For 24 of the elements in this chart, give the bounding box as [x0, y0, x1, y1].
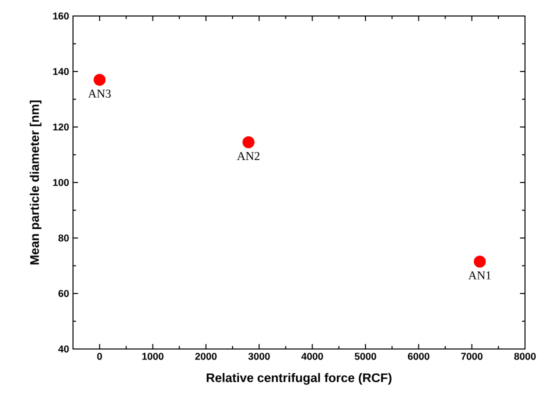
annotation: AN3	[88, 90, 111, 98]
x-tick-label: 5000	[354, 352, 376, 360]
x-tick-label: 0	[97, 352, 102, 360]
x-tick-label: 6000	[408, 352, 430, 360]
y-tick-label: 160	[53, 12, 69, 20]
y-tick-label: 40	[58, 345, 69, 353]
x-tick-label: 8000	[514, 352, 536, 360]
x-tick-label: 4000	[301, 352, 323, 360]
y-tick-label: 100	[53, 178, 69, 186]
x-tick-label: 1000	[142, 352, 164, 360]
x-tick-label: 2000	[195, 352, 217, 360]
point	[242, 136, 254, 148]
y-tick-label: 60	[58, 290, 69, 298]
point	[94, 74, 106, 86]
x-tick-label: 7000	[461, 352, 483, 360]
x-axis-title: Relative centrifugal force (RCF)	[206, 373, 392, 385]
y-axis-title: Mean particle diameter [nm]	[30, 100, 42, 264]
y-tick-label: 120	[53, 123, 69, 131]
x-tick-label: 3000	[248, 352, 270, 360]
y-tick-label: 140	[53, 68, 69, 76]
point	[474, 256, 486, 268]
annotation: AN2	[236, 152, 260, 160]
y-tick-label: 80	[58, 234, 69, 242]
annotation: AN1	[468, 271, 491, 280]
